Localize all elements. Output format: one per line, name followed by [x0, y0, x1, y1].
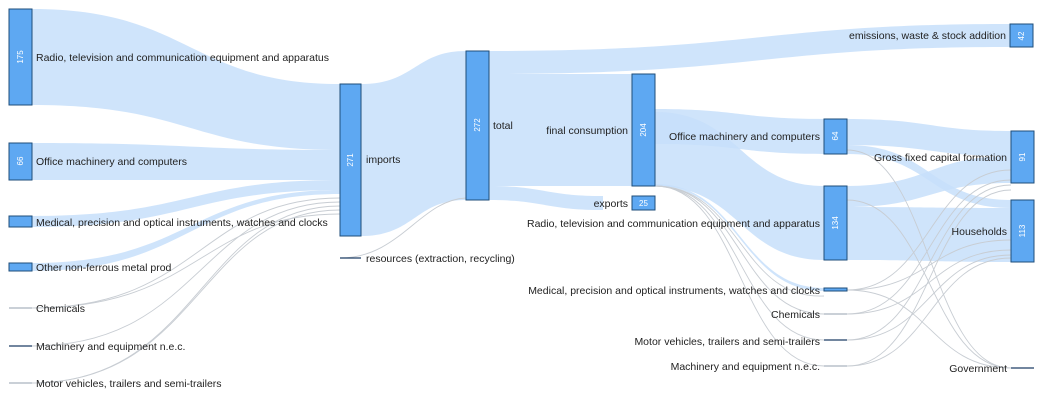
- node-radio-tv-source-value: 175: [16, 50, 25, 64]
- node-imports-value: 271: [346, 153, 355, 167]
- node-final-consumption-value: 204: [639, 123, 648, 137]
- node-medical-source[interactable]: [9, 216, 32, 227]
- node-government-label: Government: [949, 363, 1007, 375]
- link-imports-to-total: [361, 51, 466, 236]
- node-gfcf-value: 91: [1018, 152, 1027, 161]
- node-radio-tv-destination-value: 134: [831, 216, 840, 230]
- node-exports-label: exports: [594, 198, 628, 210]
- node-resources-label: resources (extraction, recycling): [366, 253, 515, 265]
- link-radio-tv-to-imports: [32, 9, 340, 150]
- node-office-destination-label: Office machinery and computers: [669, 131, 820, 143]
- node-emissions-label: emissions, waste & stock addition: [849, 30, 1006, 42]
- node-households-label: Households: [952, 226, 1007, 238]
- node-total-value: 272: [473, 118, 482, 132]
- node-machinery-source-label: Machinery and equipment n.e.c.: [36, 341, 185, 353]
- node-medical-destination-label: Medical, precision and optical instrumen…: [528, 285, 820, 297]
- node-imports-label: imports: [366, 154, 400, 166]
- node-radio-tv-source-label: Radio, television and communication equi…: [36, 52, 329, 64]
- node-nonferrous-source-label: Other non-ferrous metal prod: [36, 262, 172, 274]
- node-chemicals-destination-label: Chemicals: [771, 309, 820, 321]
- node-emissions-value: 42: [1017, 31, 1026, 40]
- node-medical-source-label: Medical, precision and optical instrumen…: [36, 217, 328, 229]
- node-motor-destination-label: Motor vehicles, trailers and semi-traile…: [634, 336, 820, 348]
- node-motor-source-label: Motor vehicles, trailers and semi-traile…: [36, 378, 222, 390]
- node-chemicals-source-label: Chemicals: [36, 303, 85, 315]
- node-office-source-value: 66: [16, 156, 25, 165]
- link-total-to-exports: [489, 186, 603, 210]
- node-exports-value: 25: [639, 199, 648, 208]
- node-households-value: 113: [1018, 224, 1027, 237]
- node-total-label: total: [493, 120, 513, 132]
- node-office-source-label: Office machinery and computers: [36, 156, 187, 168]
- node-nonferrous-source[interactable]: [9, 263, 32, 271]
- node-machinery-destination-label: Machinery and equipment n.e.c.: [671, 361, 820, 373]
- node-medical-destination[interactable]: [824, 288, 847, 291]
- node-office-destination-value: 64: [831, 131, 840, 140]
- node-radio-tv-destination-label: Radio, television and communication equi…: [527, 218, 820, 230]
- node-final-consumption-label: final consumption: [546, 125, 628, 137]
- node-gfcf-label: Gross fixed capital formation: [874, 152, 1007, 164]
